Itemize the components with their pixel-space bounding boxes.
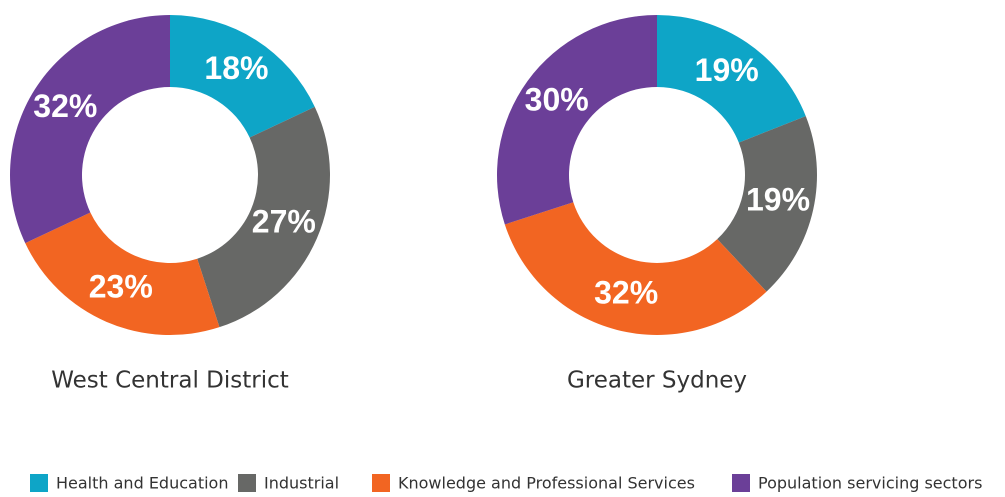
value-label: 23% bbox=[89, 268, 153, 304]
donut-segment bbox=[25, 212, 220, 335]
legend-label: Industrial bbox=[264, 474, 339, 493]
legend-label: Knowledge and Professional Services bbox=[398, 474, 695, 493]
donut-segment bbox=[170, 15, 315, 138]
donut-segment bbox=[504, 202, 767, 336]
donut-segment bbox=[197, 106, 331, 328]
donut-segment bbox=[10, 15, 171, 244]
value-label: 32% bbox=[33, 88, 97, 124]
donut-segment bbox=[717, 116, 818, 292]
value-label: 18% bbox=[204, 50, 268, 86]
value-label: 27% bbox=[252, 204, 316, 240]
chart-title: West Central District bbox=[51, 368, 289, 394]
legend-swatch bbox=[30, 474, 48, 492]
legend-label: Health and Education bbox=[56, 474, 228, 493]
legend-swatch bbox=[732, 474, 750, 492]
value-label: 19% bbox=[695, 52, 759, 88]
donut-segment bbox=[657, 15, 806, 143]
value-label: 19% bbox=[746, 182, 810, 218]
legend-label: Population servicing sectors bbox=[758, 474, 982, 493]
value-label: 32% bbox=[594, 275, 658, 311]
value-label: 30% bbox=[525, 82, 589, 118]
legend-swatch bbox=[238, 474, 256, 492]
legend-swatch bbox=[372, 474, 390, 492]
donut-segment bbox=[497, 15, 657, 225]
chart-title: Greater Sydney bbox=[567, 368, 747, 394]
